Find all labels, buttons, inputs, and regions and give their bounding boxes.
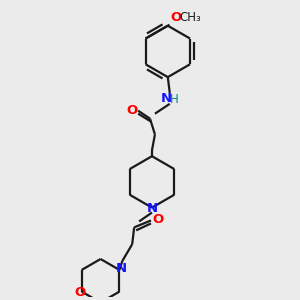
- Text: O: O: [152, 213, 164, 226]
- Text: O: O: [74, 286, 85, 299]
- Text: N: N: [116, 262, 127, 275]
- Text: N: N: [160, 92, 171, 105]
- Text: N: N: [146, 202, 158, 215]
- Text: CH₃: CH₃: [179, 11, 201, 24]
- Text: H: H: [170, 93, 179, 106]
- Text: O: O: [170, 11, 182, 24]
- Text: O: O: [127, 104, 138, 117]
